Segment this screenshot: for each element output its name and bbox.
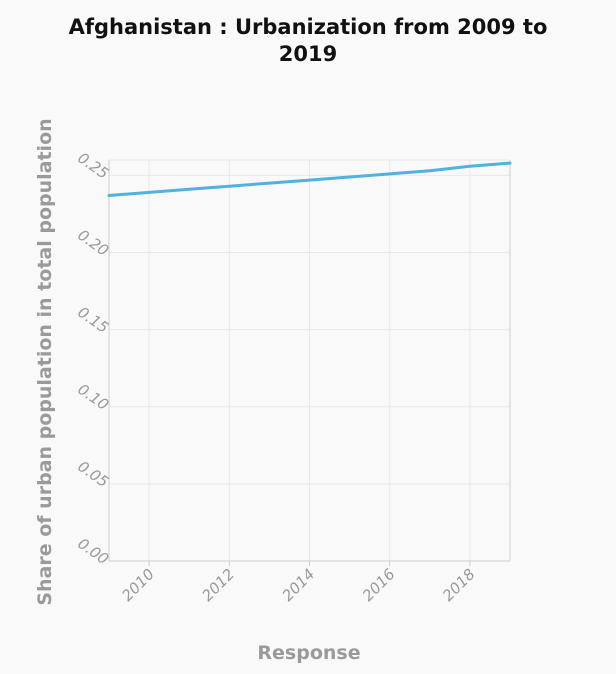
y-tick-label: 0.10 xyxy=(74,380,112,414)
x-tick-label: 2012 xyxy=(198,565,238,605)
chart-title-line-1: Afghanistan : Urbanization from 2009 to xyxy=(69,15,548,39)
grid xyxy=(109,160,510,561)
x-tick-label: 2016 xyxy=(359,565,399,605)
x-tick-label: 2014 xyxy=(279,565,319,605)
y-tick-label: 0.05 xyxy=(74,457,112,491)
y-tick-label: 0.20 xyxy=(74,226,112,260)
y-tick-label: 0.00 xyxy=(74,534,112,568)
x-tick-label: 2018 xyxy=(439,565,479,605)
x-tick-label: 2010 xyxy=(118,565,158,605)
y-axis-title: Share of urban population in total popul… xyxy=(34,118,56,605)
y-tick-label: 0.25 xyxy=(74,149,112,183)
y-tick-label: 0.15 xyxy=(74,303,112,337)
chart-title-line-2: 2019 xyxy=(279,42,337,66)
x-axis-title: Response xyxy=(257,642,360,664)
